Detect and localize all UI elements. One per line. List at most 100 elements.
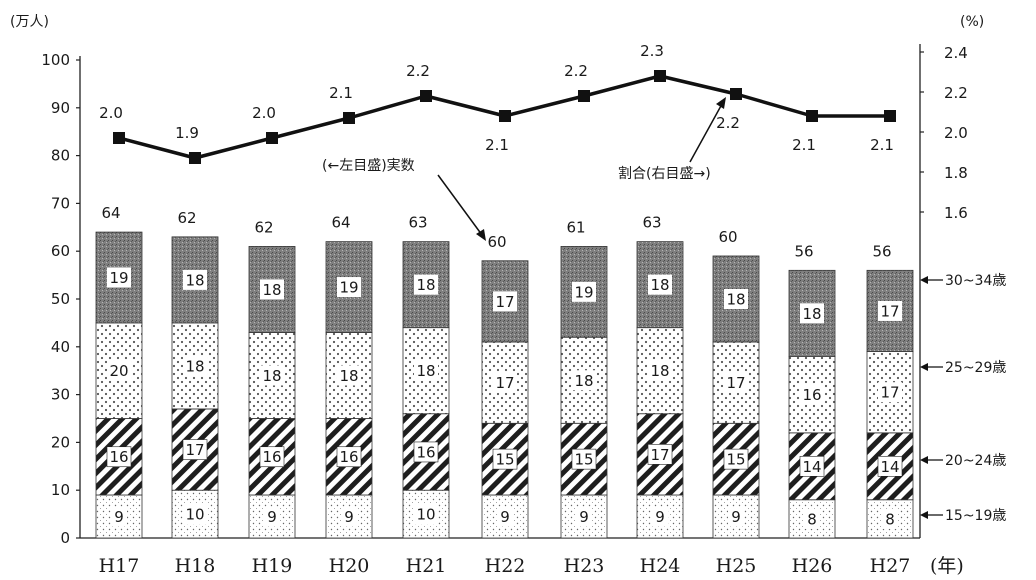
segment-label-box: [107, 360, 131, 381]
total-label: 62: [177, 209, 196, 227]
segment-value-label: 14: [802, 458, 821, 476]
segment-value-label: 18: [262, 281, 281, 299]
segment-label-box: [183, 355, 207, 376]
segment-label-box: [800, 303, 824, 324]
segment-value-label: 16: [109, 448, 128, 466]
segment-label-box: [492, 448, 518, 470]
segment-value-label: 19: [574, 283, 593, 301]
segment-label-box: [800, 384, 824, 405]
bar-segment: [325, 332, 373, 419]
segment-label-box: [260, 279, 284, 300]
right-tick-label: 2.2: [944, 84, 968, 102]
labels: H17 H18 H19 H20 H21 H22 H23 H24 H25 H26 H27 9 16 20 19…: [99, 42, 911, 577]
segment-value-label: 18: [262, 367, 281, 385]
category-label: H18: [175, 555, 216, 577]
segment-value-label: 20: [109, 362, 128, 380]
ratio-marker: [730, 88, 742, 100]
axes: 0 10 20 30 40 50 60 70 80 90 100 1.6 1.8 2.0 2.2 2.4: [41, 44, 968, 547]
left-tick-label: 20: [51, 433, 70, 451]
segment-value-label: 18: [726, 291, 745, 309]
total-label: 56: [794, 242, 813, 260]
total-label: 63: [408, 214, 427, 232]
legend-label-15-19: 15~19歳: [945, 508, 1006, 524]
segment-value-label: 16: [262, 448, 281, 466]
total-label: 61: [566, 218, 585, 236]
ratio-value-label: 2.0: [99, 104, 123, 122]
annotation-arrow-right: [689, 103, 723, 163]
segment-label-box: [493, 372, 517, 393]
ratio-marker: [189, 152, 201, 164]
segment-value-label: 9: [731, 508, 741, 526]
segment-label-box: [648, 360, 672, 381]
segment-label-box: [799, 455, 825, 477]
segment-label-box: [572, 281, 596, 302]
annotation-arrowhead-left: [476, 229, 486, 241]
x-axis-unit: (年): [930, 555, 964, 577]
segment-value-label: 16: [416, 443, 435, 461]
category-label: H26: [792, 555, 833, 577]
annotation-arrow-left: [437, 174, 483, 236]
segment-value-label: 18: [185, 271, 204, 289]
segment-value-label: 9: [579, 508, 589, 526]
segment-label-box: [878, 300, 902, 321]
category-label: H21: [406, 555, 447, 577]
segment-label-box: [106, 446, 132, 468]
segment-label-box: [414, 504, 438, 525]
segment-value-label: 15: [495, 451, 514, 469]
ratio-marker: [113, 132, 125, 144]
legend-arrow-15-19: [920, 511, 928, 519]
right-tick-label: 2.4: [944, 44, 968, 62]
segment-label-box: [572, 370, 596, 391]
ratio-line: [113, 70, 896, 164]
total-label: 62: [254, 218, 273, 236]
right-axis-unit: (%): [960, 14, 984, 30]
ratio-value-label: 2.1: [485, 136, 509, 154]
category-label: H19: [252, 555, 293, 577]
segment-value-label: 17: [185, 441, 204, 459]
bar-segment: [560, 494, 608, 539]
left-tick-label: 50: [51, 290, 70, 308]
segment-label-box: [336, 446, 362, 468]
segment-label-box: [182, 439, 208, 460]
ratio-value-label: 2.2: [564, 62, 588, 80]
ratio-value-label: 1.9: [175, 124, 199, 142]
segment-label-box: [877, 455, 903, 477]
segment-value-label: 18: [339, 367, 358, 385]
segment-label-box: [413, 441, 439, 463]
segment-value-label: 9: [344, 508, 354, 526]
segment-label-box: [111, 506, 127, 527]
segment-label-box: [259, 446, 285, 468]
ratio-marker: [806, 110, 818, 122]
segment-label-box: [728, 506, 744, 527]
ratio-marker: [578, 90, 590, 102]
segment-label-box: [493, 291, 517, 312]
segment-label-box: [647, 444, 673, 465]
total-label: 56: [872, 242, 891, 260]
ratio-value-label: 2.1: [792, 136, 816, 154]
legend-label-30-34: 30~34歳: [945, 273, 1006, 289]
segment-label-box: [337, 277, 361, 298]
segment-value-label: 17: [880, 302, 899, 320]
segment-value-label: 18: [416, 276, 435, 294]
ratio-value-label: 2.1: [870, 136, 894, 154]
ratio-marker: [884, 110, 896, 122]
left-tick-label: 0: [60, 529, 70, 547]
segment-label-box: [576, 506, 592, 527]
segment-label-box: [341, 506, 357, 527]
segment-value-label: 8: [885, 510, 895, 528]
segment-label-box: [183, 504, 207, 525]
left-tick-label: 90: [51, 99, 70, 117]
left-tick-label: 80: [51, 147, 70, 165]
segment-label-box: [804, 508, 820, 529]
category-label: H23: [564, 555, 605, 577]
category-label: H17: [99, 555, 140, 577]
total-label: 64: [101, 204, 120, 222]
segment-value-label: 18: [802, 305, 821, 323]
segment-label-box: [724, 372, 748, 393]
right-tick-label: 2.0: [944, 124, 968, 142]
ratio-value-label: 2.2: [406, 62, 430, 80]
ratio-marker: [654, 70, 666, 82]
category-label: H24: [640, 555, 681, 577]
segment-value-label: 18: [185, 357, 204, 375]
segment-label-box: [414, 360, 438, 381]
